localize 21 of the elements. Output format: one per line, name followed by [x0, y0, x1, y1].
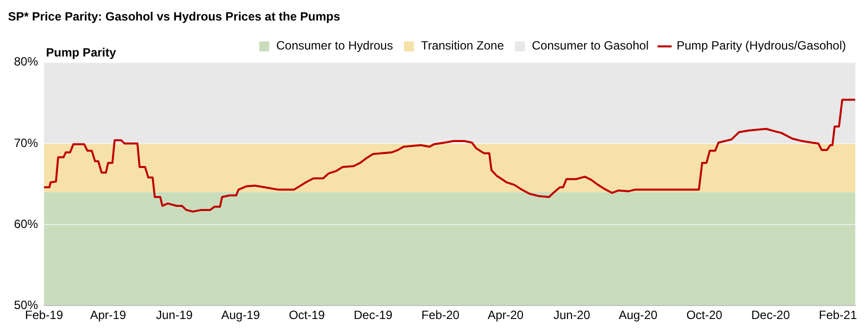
legend-label: Consumer to Hydrous [276, 38, 393, 53]
x-tick-label: Oct-19 [288, 308, 326, 322]
x-tick-label: Apr-20 [488, 308, 524, 322]
x-tick-label: Oct-20 [686, 308, 723, 322]
x-tick-label: Aug-19 [221, 308, 260, 322]
y-tick-label: 80% [14, 54, 38, 69]
x-tick-label: Dec-19 [354, 308, 393, 322]
y-tick-label: 70% [14, 136, 38, 150]
x-tick-label: Jun-20 [553, 308, 590, 322]
x-tick-label: Feb-20 [421, 308, 460, 322]
y-tick-label: 60% [14, 216, 38, 231]
x-tick-label: Dec-20 [751, 308, 790, 322]
chart-title: SP* Price Parity: Gasohol vs Hydrous Prices at the Pumps [8, 10, 340, 24]
x-tick-label: Feb-21 [818, 308, 858, 322]
x-tick-label: Aug-20 [618, 308, 658, 322]
legend-label: Pump Parity (Hydrous/Gasohol) [676, 38, 846, 53]
legend-label: Consumer to Gasohol [532, 38, 649, 53]
x-tick-label: Jun-19 [156, 308, 194, 322]
legend-label: Transition Zone [420, 38, 504, 53]
x-tick-label: Apr-19 [90, 308, 126, 322]
y-axis-title: Pump Parity [46, 46, 116, 60]
